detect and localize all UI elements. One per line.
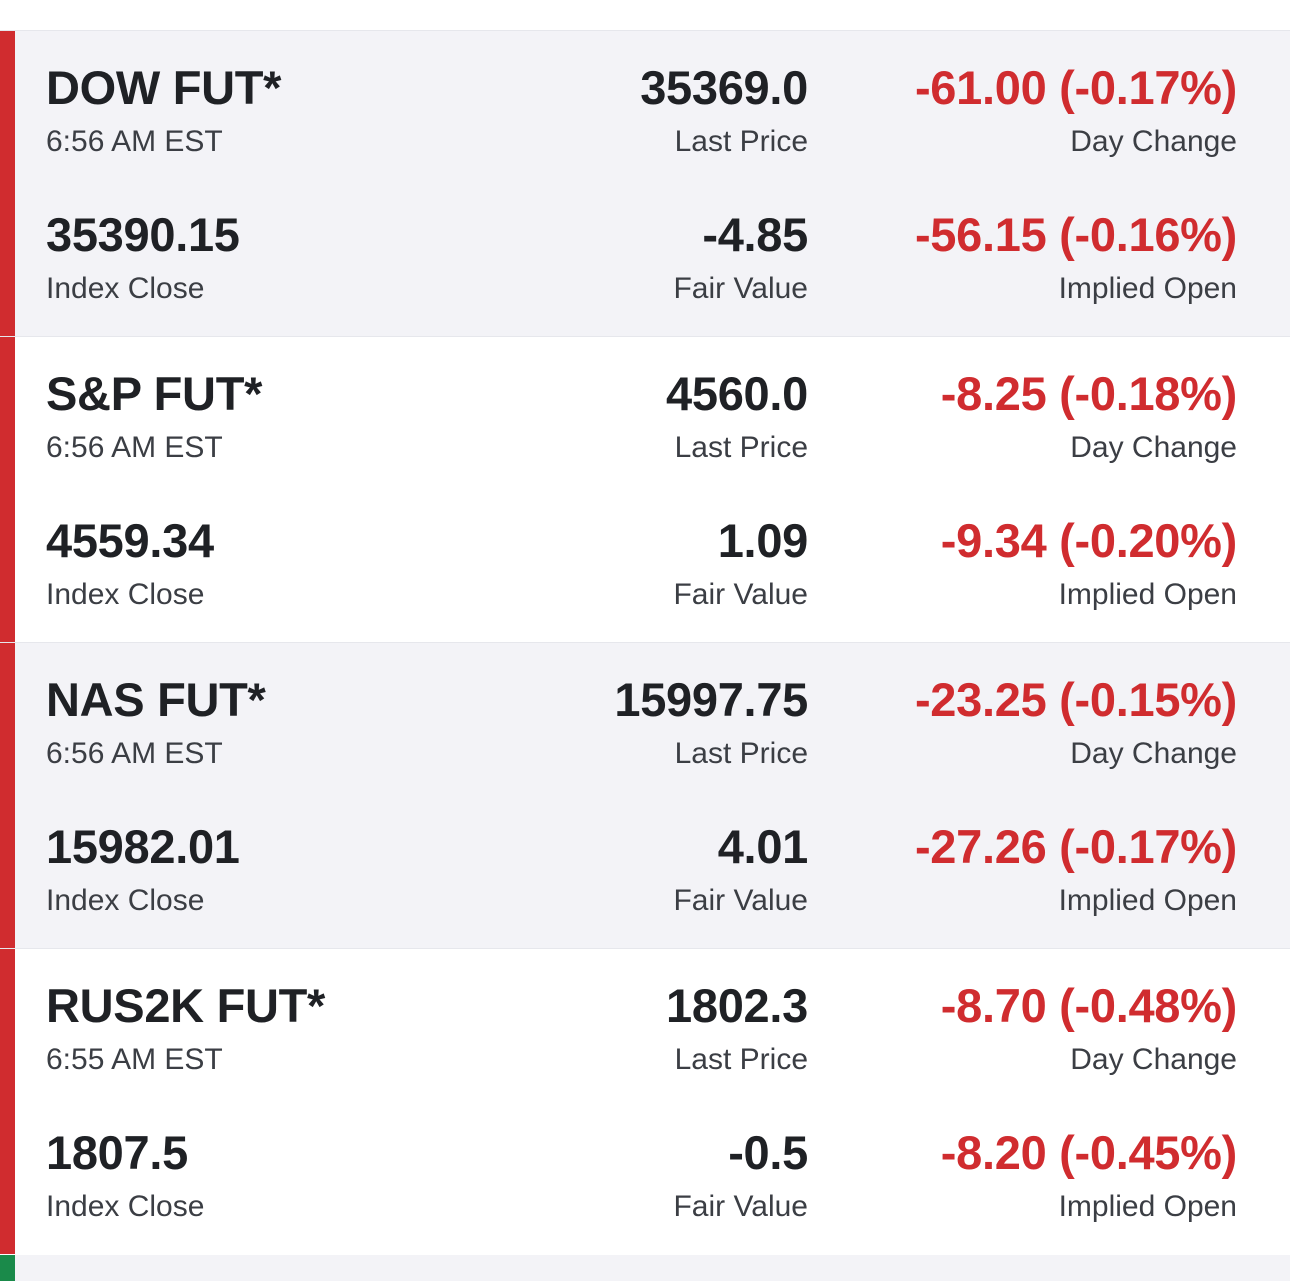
day-change-label: Day Change bbox=[1070, 125, 1237, 158]
last-price-value: 1802.3 bbox=[666, 979, 808, 1032]
fair-value-label: Fair Value bbox=[673, 884, 808, 917]
day-change-label: Day Change bbox=[1070, 1043, 1237, 1076]
last-price-block: 4560.0 Last Price bbox=[666, 370, 808, 463]
day-change-value: -61.00 (-0.17%) bbox=[914, 61, 1237, 114]
change-indicator-bar bbox=[0, 31, 15, 336]
day-change-label: Day Change bbox=[1070, 737, 1237, 770]
index-close-value: 35390.15 bbox=[46, 208, 240, 261]
fair-value-block: 1.09 Fair Value bbox=[673, 517, 808, 610]
implied-open-label: Implied Open bbox=[1058, 272, 1237, 305]
index-close-label: Index Close bbox=[46, 578, 205, 611]
futures-name-block: NAS FUT* 6:56 AM EST bbox=[46, 676, 266, 769]
futures-card-next-partial[interactable] bbox=[0, 1255, 1290, 1281]
day-change-block: -61.00 (-0.17%) Day Change bbox=[915, 64, 1237, 157]
fair-value-block: -4.85 Fair Value bbox=[673, 211, 808, 304]
fair-value-value: 4.01 bbox=[717, 820, 809, 873]
fair-value-block: 4.01 Fair Value bbox=[673, 823, 808, 916]
futures-name: S&P FUT* bbox=[46, 367, 263, 420]
index-close-label: Index Close bbox=[46, 884, 205, 917]
futures-time: 6:56 AM EST bbox=[46, 431, 223, 464]
change-indicator-bar bbox=[0, 337, 15, 642]
day-change-value: -8.25 (-0.18%) bbox=[940, 367, 1238, 420]
index-close-value: 1807.5 bbox=[46, 1126, 188, 1179]
futures-name-block: DOW FUT* 6:56 AM EST bbox=[46, 64, 281, 157]
futures-card-dow[interactable]: DOW FUT* 6:56 AM EST 35369.0 Last Price … bbox=[0, 30, 1290, 336]
top-spacer bbox=[0, 0, 1290, 30]
fair-value-label: Fair Value bbox=[673, 1190, 808, 1223]
index-close-block: 4559.34 Index Close bbox=[46, 517, 214, 610]
change-indicator-bar bbox=[0, 643, 15, 948]
fair-value-label: Fair Value bbox=[673, 578, 808, 611]
day-change-block: -23.25 (-0.15%) Day Change bbox=[915, 676, 1237, 769]
last-price-label: Last Price bbox=[674, 737, 808, 770]
implied-open-value: -56.15 (-0.16%) bbox=[914, 208, 1237, 261]
implied-open-value: -9.34 (-0.20%) bbox=[940, 514, 1238, 567]
index-close-block: 15982.01 Index Close bbox=[46, 823, 240, 916]
implied-open-value: -8.20 (-0.45%) bbox=[940, 1126, 1238, 1179]
futures-name: RUS2K FUT* bbox=[46, 979, 326, 1032]
futures-time: 6:56 AM EST bbox=[46, 737, 223, 770]
implied-open-label: Implied Open bbox=[1058, 1190, 1237, 1223]
index-close-label: Index Close bbox=[46, 272, 205, 305]
day-change-value: -8.70 (-0.48%) bbox=[940, 979, 1238, 1032]
last-price-block: 1802.3 Last Price bbox=[666, 982, 808, 1075]
fair-value-block: -0.5 Fair Value bbox=[673, 1129, 808, 1222]
last-price-block: 35369.0 Last Price bbox=[640, 64, 808, 157]
last-price-value: 15997.75 bbox=[614, 673, 808, 726]
futures-name: DOW FUT* bbox=[46, 61, 282, 114]
futures-name: NAS FUT* bbox=[46, 673, 266, 726]
day-change-block: -8.25 (-0.18%) Day Change bbox=[940, 367, 1238, 464]
last-price-value: 35369.0 bbox=[640, 61, 808, 114]
implied-open-value: -27.26 (-0.17%) bbox=[914, 820, 1237, 873]
change-indicator-bar bbox=[0, 1255, 15, 1281]
index-close-value: 15982.01 bbox=[46, 820, 240, 873]
futures-time: 6:56 AM EST bbox=[46, 125, 223, 158]
fair-value-value: -0.5 bbox=[728, 1126, 808, 1179]
futures-name-block: RUS2K FUT* 6:55 AM EST bbox=[46, 982, 325, 1075]
last-price-block: 15997.75 Last Price bbox=[614, 676, 808, 769]
fair-value-label: Fair Value bbox=[673, 272, 808, 305]
last-price-label: Last Price bbox=[674, 1043, 808, 1076]
day-change-block: -8.70 (-0.48%) Day Change bbox=[940, 979, 1238, 1076]
day-change-value: -23.25 (-0.15%) bbox=[914, 673, 1237, 726]
index-close-label: Index Close bbox=[46, 1190, 205, 1223]
index-close-block: 1807.5 Index Close bbox=[46, 1129, 204, 1222]
fair-value-value: -4.85 bbox=[702, 208, 808, 261]
futures-card-nas[interactable]: NAS FUT* 6:56 AM EST 15997.75 Last Price… bbox=[0, 642, 1290, 948]
last-price-label: Last Price bbox=[674, 431, 808, 464]
futures-name-block: S&P FUT* 6:56 AM EST bbox=[46, 370, 262, 463]
implied-open-block: -8.20 (-0.45%) Implied Open bbox=[940, 1126, 1238, 1223]
futures-card-rus2k[interactable]: RUS2K FUT* 6:55 AM EST 1802.3 Last Price… bbox=[0, 948, 1290, 1254]
implied-open-block: -56.15 (-0.16%) Implied Open bbox=[915, 211, 1237, 304]
index-close-value: 4559.34 bbox=[46, 514, 214, 567]
implied-open-block: -9.34 (-0.20%) Implied Open bbox=[940, 514, 1238, 611]
futures-card-sp[interactable]: S&P FUT* 6:56 AM EST 4560.0 Last Price -… bbox=[0, 336, 1290, 642]
implied-open-label: Implied Open bbox=[1058, 884, 1237, 917]
day-change-label: Day Change bbox=[1070, 431, 1237, 464]
change-indicator-bar bbox=[0, 949, 15, 1254]
fair-value-value: 1.09 bbox=[717, 514, 809, 567]
futures-time: 6:55 AM EST bbox=[46, 1043, 223, 1076]
last-price-value: 4560.0 bbox=[666, 367, 808, 420]
last-price-label: Last Price bbox=[674, 125, 808, 158]
index-close-block: 35390.15 Index Close bbox=[46, 211, 240, 304]
implied-open-label: Implied Open bbox=[1058, 578, 1237, 611]
implied-open-block: -27.26 (-0.17%) Implied Open bbox=[915, 823, 1237, 916]
